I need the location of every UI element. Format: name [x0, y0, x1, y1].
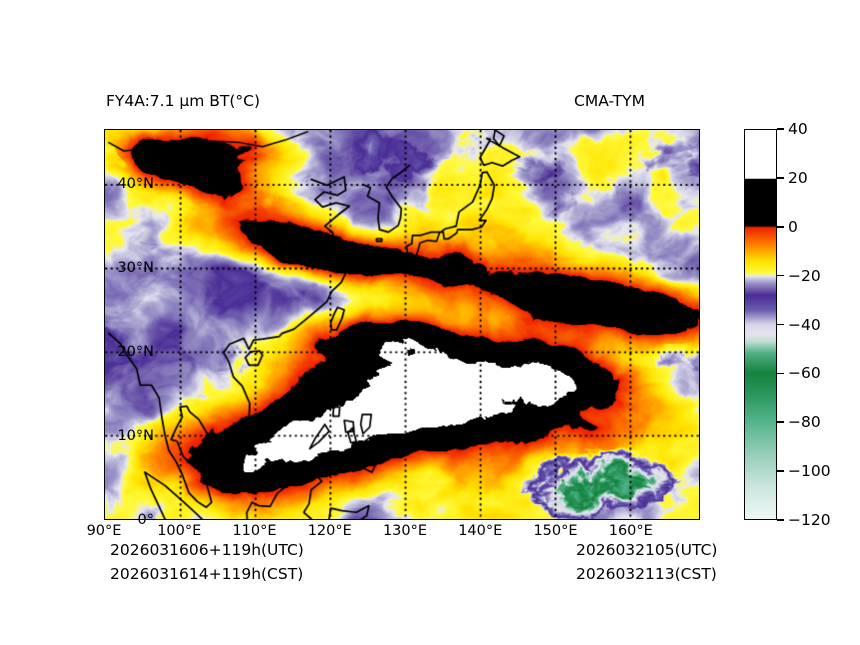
colorbar	[744, 129, 777, 520]
colorbar-tick-mark-0	[777, 128, 784, 130]
y-tick-label-3: 10°N	[117, 427, 154, 444]
colorbar-gradient	[745, 130, 776, 519]
colorbar-tick-label-6: −80	[788, 413, 821, 432]
colorbar-tick-label-1: 20	[788, 168, 808, 187]
colorbar-tick-label-4: −40	[788, 315, 821, 334]
colorbar-tick-label-5: −60	[788, 364, 821, 383]
colorbar-tick-mark-6	[777, 421, 784, 424]
timestamp-left-utc: 2026031606+119h(UTC)	[110, 541, 304, 559]
colorbar-tick-mark-4	[777, 323, 784, 326]
colorbar-tick-mark-8	[777, 519, 784, 521]
colorbar-tick-label-0: 40	[788, 120, 808, 138]
y-tick-label-4: 0°	[137, 512, 154, 528]
colorbar-tick-label-3: −20	[788, 266, 821, 285]
plot-title-right: CMA-TYM	[574, 92, 645, 110]
plot-title-left: FY4A:7.1 μm BT(°C)	[106, 92, 261, 110]
colorbar-tick-mark-1	[777, 177, 784, 179]
brightness-temperature-field	[105, 130, 699, 519]
colorbar-tick-label-2: 0	[788, 217, 798, 236]
y-tick-label-1: 30°N	[117, 259, 154, 276]
colorbar-tick-mark-3	[777, 274, 784, 277]
y-tick-label-2: 20°N	[117, 343, 154, 360]
colorbar-tick-label-8: −120	[788, 511, 831, 529]
satellite-map-plot	[104, 129, 700, 520]
x-tick-label-5: 140°E	[458, 523, 503, 539]
colorbar-tick-mark-7	[777, 470, 784, 472]
colorbar-tick-mark-2	[777, 225, 784, 228]
x-tick-label-7: 160°E	[608, 523, 653, 539]
y-tick-label-0: 40°N	[117, 175, 154, 192]
colorbar-tick-mark-5	[777, 372, 784, 375]
colorbar-tick-label-7: −100	[788, 462, 831, 481]
x-tick-label-3: 120°E	[307, 523, 352, 539]
x-tick-label-2: 110°E	[232, 523, 277, 539]
timestamp-right-utc: 2026032105(UTC)	[576, 541, 718, 559]
x-tick-label-1: 100°E	[157, 523, 202, 539]
timestamp-right-cst: 2026032113(CST)	[576, 565, 717, 583]
x-tick-label-4: 130°E	[382, 523, 428, 539]
x-tick-label-0: 90°E	[86, 523, 122, 539]
x-tick-label-6: 150°E	[533, 523, 578, 539]
timestamp-left-cst: 2026031614+119h(CST)	[110, 565, 304, 583]
